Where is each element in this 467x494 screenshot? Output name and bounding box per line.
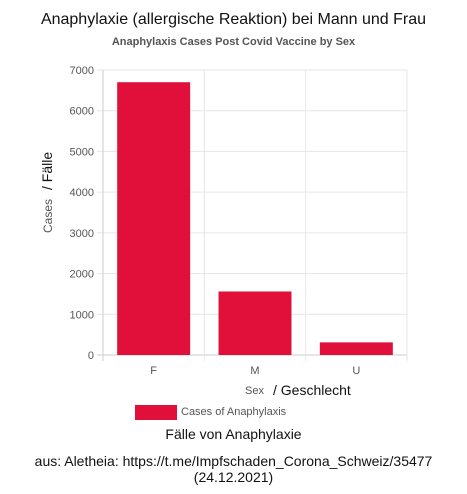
chart-bars — [117, 82, 393, 355]
bar-m[interactable] — [218, 291, 292, 355]
chart-legend[interactable]: Cases of Anaphylaxis — [135, 404, 286, 420]
x-tick-label: M — [250, 365, 259, 377]
y-tick-label: 6000 — [70, 106, 94, 118]
legend-label: Cases of Anaphylaxis — [181, 406, 287, 418]
source-line-1: aus: Aletheia: https://t.me/Impfschaden_… — [34, 453, 433, 469]
legend-label-de: Fälle von Anaphylaxie — [165, 426, 302, 442]
x-axis-title-de: / Geschlecht — [273, 382, 351, 398]
x-tick-label: F — [150, 365, 157, 377]
y-tick-label: 4000 — [70, 187, 94, 199]
y-tick-label: 0 — [88, 350, 94, 362]
bar-u[interactable] — [319, 342, 393, 355]
y-tick-label: 7000 — [70, 65, 94, 77]
chart-title: Anaphylaxie (allergische Reaktion) bei M… — [40, 11, 427, 28]
y-axis-title-en: Cases — [41, 199, 55, 233]
legend-swatch — [135, 404, 177, 420]
bar-f[interactable] — [117, 82, 191, 355]
y-tick-label: 3000 — [70, 228, 94, 240]
x-tick-label: U — [352, 365, 360, 377]
y-tick-label: 5000 — [70, 146, 94, 158]
source-line-2: (24.12.2021) — [193, 469, 274, 485]
chart-axes: 0 1000 2000 3000 4000 5000 6000 7000 F M U — [70, 65, 361, 377]
source-citation: aus: Aletheia: https://t.me/Impfschaden_… — [0, 453, 467, 485]
y-tick-label: 2000 — [70, 269, 94, 281]
y-tick-label: 1000 — [70, 309, 94, 321]
y-axis-title-de: / Fälle — [39, 152, 55, 190]
chart-subtitle: Anaphylaxis Cases Post Covid Vaccine by … — [111, 36, 356, 48]
x-axis-title-en: Sex — [245, 385, 264, 397]
